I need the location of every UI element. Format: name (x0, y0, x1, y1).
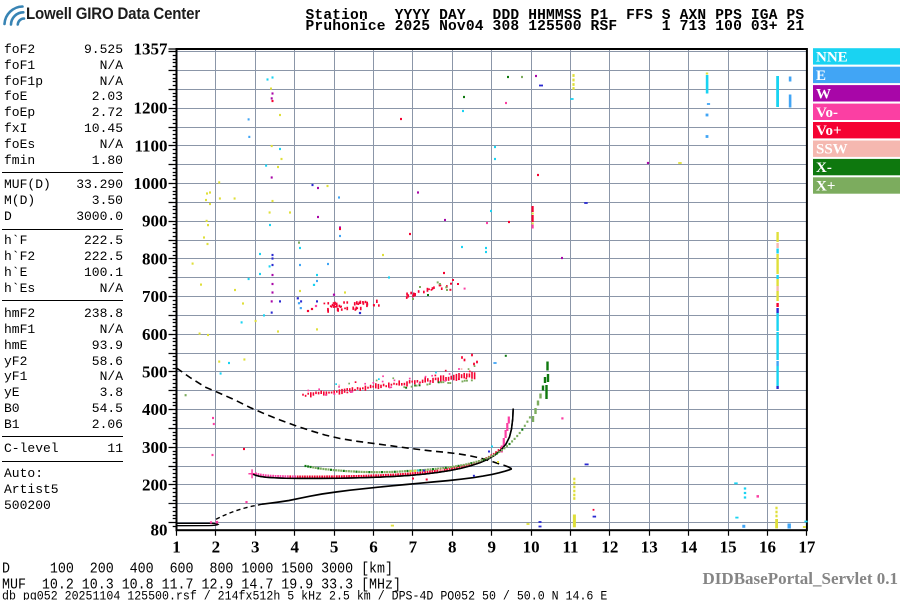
svg-text:16: 16 (759, 538, 776, 557)
svg-text:X+: X+ (816, 179, 835, 195)
svg-text:500: 500 (142, 362, 168, 381)
svg-text:SSW: SSW (816, 142, 848, 158)
svg-text:9: 9 (487, 538, 496, 557)
svg-text:8: 8 (448, 538, 457, 557)
svg-text:11: 11 (562, 538, 578, 557)
svg-text:1200: 1200 (134, 99, 168, 118)
svg-text:1357: 1357 (134, 40, 169, 59)
svg-text:1100: 1100 (134, 136, 167, 155)
svg-text:900: 900 (142, 212, 168, 231)
svg-text:2: 2 (212, 538, 221, 557)
svg-text:700: 700 (142, 287, 168, 306)
svg-text:6: 6 (369, 538, 378, 557)
svg-text:800: 800 (142, 249, 168, 268)
svg-text:Vo-: Vo- (816, 105, 838, 121)
svg-text:15: 15 (720, 538, 737, 557)
svg-text:E: E (816, 68, 826, 84)
svg-text:80: 80 (151, 521, 168, 540)
svg-text:600: 600 (142, 325, 168, 344)
svg-text:300: 300 (142, 438, 168, 457)
svg-text:200: 200 (142, 476, 168, 495)
svg-text:5: 5 (330, 538, 339, 557)
svg-text:13: 13 (641, 538, 658, 557)
svg-text:7: 7 (409, 538, 418, 557)
svg-text:4: 4 (290, 538, 299, 557)
svg-text:1000: 1000 (134, 174, 168, 193)
svg-text:NNE: NNE (816, 49, 848, 65)
svg-text:W: W (816, 86, 831, 102)
svg-text:X-: X- (816, 160, 832, 176)
svg-text:3: 3 (251, 538, 260, 557)
svg-text:17: 17 (798, 538, 816, 557)
svg-text:14: 14 (680, 538, 698, 557)
svg-text:1: 1 (172, 538, 181, 557)
svg-text:10: 10 (523, 538, 540, 557)
svg-text:400: 400 (142, 400, 168, 419)
svg-text:12: 12 (601, 538, 618, 557)
svg-text:Vo+: Vo+ (816, 123, 842, 139)
